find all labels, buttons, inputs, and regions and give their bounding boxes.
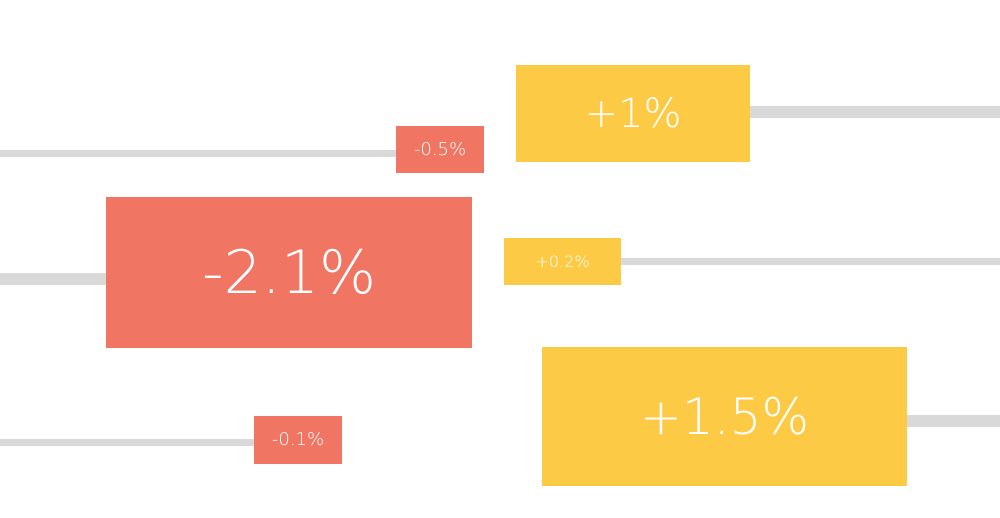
change-box-6: -0.1% xyxy=(254,416,342,464)
track-line-2 xyxy=(0,149,396,157)
change-box-2: -0.5% xyxy=(396,126,484,173)
change-label-5: +1.5% xyxy=(640,387,809,446)
change-box-3: -2.1% xyxy=(106,197,472,348)
change-label-2: -0.5% xyxy=(413,138,467,160)
track-line-6 xyxy=(0,438,254,446)
change-box-5: +1.5% xyxy=(542,347,907,486)
track-line-3 xyxy=(0,273,106,285)
track-line-5 xyxy=(907,415,1000,427)
change-label-3: -2.1% xyxy=(201,237,377,308)
change-box-1: +1% xyxy=(516,65,750,162)
change-label-4: +0.2% xyxy=(535,251,590,271)
change-label-6: -0.1% xyxy=(271,429,325,450)
change-label-1: +1% xyxy=(584,90,682,137)
track-line-1 xyxy=(750,106,1000,118)
track-line-4 xyxy=(621,257,1000,265)
change-box-4: +0.2% xyxy=(504,238,621,285)
